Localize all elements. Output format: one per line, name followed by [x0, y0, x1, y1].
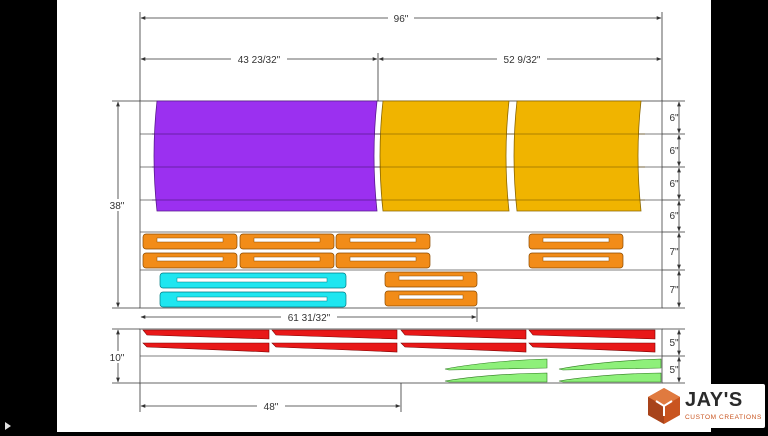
red-strip [528, 329, 656, 340]
dim-row-height: 5" [669, 338, 679, 349]
red-strip [142, 329, 270, 340]
drawing-canvas: 96" 43 23/32" 52 9/32" 38" 61 31/32" 10"… [57, 0, 711, 432]
orange-rail [335, 252, 431, 269]
green-strip [558, 358, 662, 371]
red-strips [142, 329, 656, 353]
dim-row-height: 5" [669, 365, 679, 376]
dim-row-height: 6" [669, 146, 679, 157]
cut-layout-drawing: 96" 43 23/32" 52 9/32" 38" 61 31/32" 10"… [105, 12, 685, 413]
orange-rail [239, 233, 335, 250]
dimension-labels: 96" 43 23/32" 52 9/32" 38" 61 31/32" 10"… [105, 12, 679, 413]
orange-rail [528, 233, 624, 250]
orange-rails [142, 233, 624, 307]
cyan-rail [159, 291, 347, 308]
dim-mid-width: 61 31/32" [288, 313, 331, 324]
gold-panel-2 [513, 100, 642, 212]
purple-panel-rowlines [152, 133, 380, 201]
orange-rail [142, 252, 238, 269]
jays-logo: JAY'S CUSTOM CREATIONS [641, 384, 765, 428]
dim-sheet2-height: 10" [110, 353, 125, 364]
red-strip [142, 342, 270, 353]
dim-total-width: 96" [394, 14, 409, 25]
orange-rail [142, 233, 238, 250]
green-strips [444, 358, 662, 383]
orange-rail [335, 233, 431, 250]
red-strip [528, 342, 656, 353]
dim-row-height: 6" [669, 179, 679, 190]
dimension-lines [112, 12, 685, 412]
dim-right-section: 52 9/32" [504, 55, 541, 66]
orange-rail [384, 271, 478, 288]
red-strip [271, 329, 398, 340]
logo-name: JAY'S [685, 389, 743, 411]
red-strip [271, 342, 398, 353]
orange-rail [239, 252, 335, 269]
orange-rail [528, 252, 624, 269]
cyan-rails [159, 272, 347, 308]
dim-row-height: 6" [669, 211, 679, 222]
purple-panel [153, 100, 378, 212]
green-strip [558, 372, 662, 383]
dim-sheet-height: 38" [110, 201, 125, 212]
dim-left-section: 43 23/32" [238, 55, 281, 66]
play-indicator-icon[interactable] [3, 418, 13, 430]
dim-row-height: 7" [669, 285, 679, 296]
red-strip [400, 342, 527, 353]
dim-row-height: 6" [669, 113, 679, 124]
green-strip [444, 358, 548, 371]
dim-row-height: 7" [669, 247, 679, 258]
gold-panel-1 [379, 100, 510, 212]
red-strip [400, 329, 527, 340]
jays-cube-logo-icon [648, 388, 680, 424]
green-strip [444, 372, 548, 383]
cyan-rail [159, 272, 347, 289]
dim-bottom-width: 48" [264, 402, 279, 413]
gold-panel-rowlines [379, 133, 645, 201]
orange-rail [384, 290, 478, 307]
logo-tagline: CUSTOM CREATIONS [685, 414, 762, 421]
